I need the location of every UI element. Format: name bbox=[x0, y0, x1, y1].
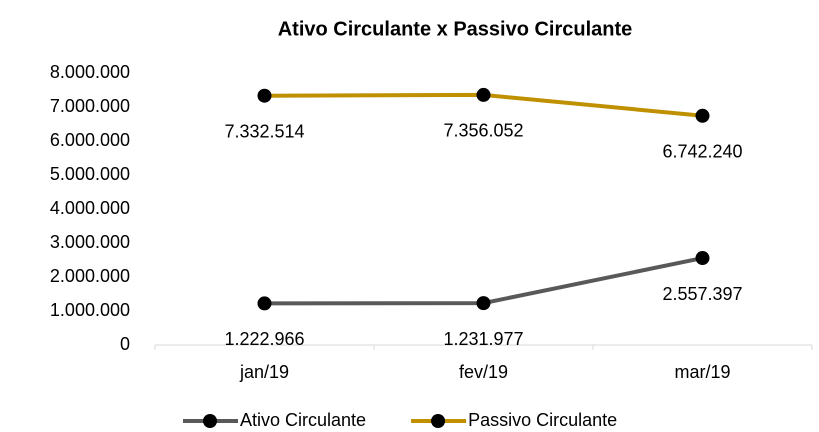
x-tick-label: fev/19 bbox=[459, 362, 508, 382]
y-tick-label: 7.000.000 bbox=[50, 96, 130, 116]
y-tick-label: 3.000.000 bbox=[50, 232, 130, 252]
y-tick-label: 1.000.000 bbox=[50, 300, 130, 320]
x-tick-label: mar/19 bbox=[674, 362, 730, 382]
chart-title: Ativo Circulante x Passivo Circulante bbox=[278, 18, 633, 40]
y-tick-label: 8.000.000 bbox=[50, 62, 130, 82]
data-label: 2.557.397 bbox=[662, 284, 742, 304]
point bbox=[695, 251, 710, 266]
point bbox=[476, 87, 491, 102]
point bbox=[257, 88, 272, 103]
data-label: 7.332.514 bbox=[224, 121, 304, 141]
point bbox=[476, 296, 491, 311]
y-tick-label: 0 bbox=[120, 334, 130, 354]
data-label: 6.742.240 bbox=[662, 142, 742, 162]
point bbox=[257, 296, 272, 311]
legend-marker bbox=[431, 414, 446, 428]
y-tick-label: 5.000.000 bbox=[50, 164, 130, 184]
point bbox=[695, 108, 710, 123]
data-label: 1.231.977 bbox=[443, 329, 523, 349]
legend-marker bbox=[203, 414, 217, 428]
legend-label: Ativo Circulante bbox=[240, 410, 366, 430]
y-tick-label: 2.000.000 bbox=[50, 266, 130, 286]
y-tick-label: 6.000.000 bbox=[50, 130, 130, 150]
legend-label: Passivo Circulante bbox=[468, 410, 617, 430]
y-tick-label: 4.000.000 bbox=[50, 198, 130, 218]
x-tick-label: jan/19 bbox=[239, 362, 289, 382]
data-label: 7.356.052 bbox=[443, 121, 523, 141]
data-label: 1.222.966 bbox=[224, 329, 304, 349]
